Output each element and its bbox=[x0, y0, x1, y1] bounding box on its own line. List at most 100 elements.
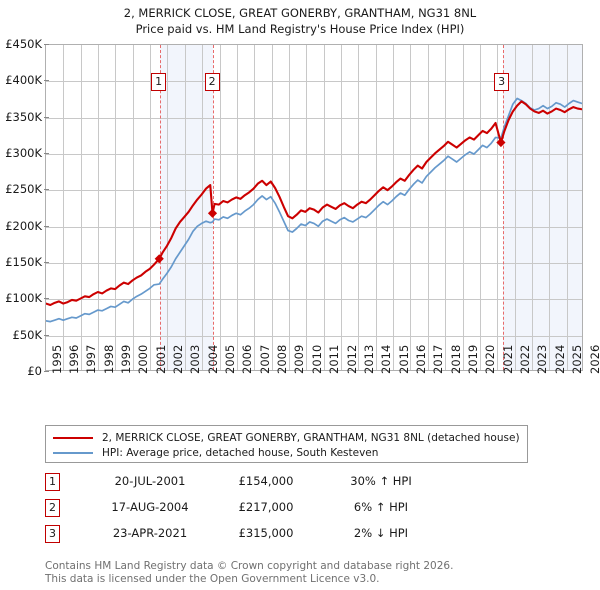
y-axis-tick-mark bbox=[44, 116, 49, 118]
table-row: 1 20-JUL-2001 £154,000 30% ↑ HPI bbox=[45, 472, 545, 498]
series-line-property bbox=[46, 100, 582, 307]
sales-history-table: 1 20-JUL-2001 £154,000 30% ↑ HPI 2 17-AU… bbox=[45, 472, 545, 550]
vgridline bbox=[445, 45, 447, 370]
legend-item-property: 2, MERRICK CLOSE, GREAT GONERBY, GRANTHA… bbox=[53, 430, 527, 445]
vgridline bbox=[341, 45, 343, 370]
x-axis-tick-label: 2024 bbox=[552, 344, 567, 374]
vgridline bbox=[150, 45, 152, 370]
event-marker-3: 3 bbox=[494, 73, 510, 91]
x-axis-tick-label: 2006 bbox=[240, 344, 255, 374]
sale-hpi-delta: 30% ↑ HPI bbox=[350, 474, 412, 488]
vgridline bbox=[271, 45, 273, 370]
y-axis-tick-label: £150K bbox=[0, 255, 49, 269]
vgridline bbox=[236, 45, 238, 370]
x-axis-tick-label: 2023 bbox=[535, 344, 550, 374]
y-axis-tick-label: £100K bbox=[0, 291, 49, 305]
x-axis-tick-label: 2011 bbox=[327, 344, 342, 374]
footer-copyright: Contains HM Land Registry data © Crown c… bbox=[45, 560, 454, 572]
x-axis-tick-label: 2002 bbox=[170, 344, 185, 374]
legend-item-hpi: HPI: Average price, detached house, Sout… bbox=[53, 445, 527, 460]
sale-point-2 bbox=[207, 208, 218, 218]
vgridline bbox=[462, 45, 464, 370]
vgridline bbox=[410, 45, 412, 370]
y-axis-tick-mark bbox=[44, 298, 49, 300]
legend-label-property: 2, MERRICK CLOSE, GREAT GONERBY, GRANTHA… bbox=[102, 431, 520, 444]
hgridline bbox=[46, 81, 582, 83]
x-axis-tick-label: 2009 bbox=[292, 344, 307, 374]
vgridline bbox=[514, 45, 516, 370]
sale-hpi-delta: 6% ↑ HPI bbox=[353, 500, 409, 514]
x-axis-tick-label: 1998 bbox=[101, 344, 116, 374]
sale-index-badge: 2 bbox=[45, 499, 60, 517]
sale-date: 17-AUG-2004 bbox=[111, 500, 189, 514]
hgridline bbox=[46, 299, 582, 301]
vgridline bbox=[254, 45, 256, 370]
x-axis-tick-label: 2017 bbox=[431, 344, 446, 374]
y-axis-tick-mark bbox=[44, 371, 49, 372]
vgridline bbox=[98, 45, 100, 370]
attribution-footer: Contains HM Land Registry data © Crown c… bbox=[45, 560, 585, 586]
y-axis-tick-label: £300K bbox=[0, 146, 49, 160]
event-line-3 bbox=[502, 45, 504, 370]
x-axis-tick-label: 2005 bbox=[223, 344, 238, 374]
table-row: 3 23-APR-2021 £315,000 2% ↓ HPI bbox=[45, 524, 545, 550]
y-axis-tick-mark bbox=[44, 262, 49, 263]
x-axis-tick-label: 2016 bbox=[413, 344, 428, 374]
event-line-1 bbox=[159, 45, 161, 370]
x-axis-tick-label: 2007 bbox=[257, 344, 272, 374]
x-axis-tick-label: 1995 bbox=[49, 344, 64, 374]
vgridline bbox=[219, 45, 221, 370]
footer-licence: This data is licensed under the Open Gov… bbox=[45, 573, 380, 585]
sale-date: 20-JUL-2001 bbox=[114, 474, 186, 488]
x-axis-tick-label: 1997 bbox=[84, 344, 99, 374]
y-axis-tick-mark bbox=[44, 189, 49, 191]
y-axis-tick-label: £0 bbox=[0, 364, 49, 378]
hgridline bbox=[46, 154, 582, 155]
x-axis-tick-label: 2014 bbox=[379, 344, 394, 374]
x-axis-tick-label: 2008 bbox=[275, 344, 290, 374]
x-axis-tick-label: 2015 bbox=[396, 344, 411, 374]
x-axis-tick-label: 2000 bbox=[136, 344, 151, 374]
series-line-hpi bbox=[46, 97, 582, 323]
sale-point-3 bbox=[496, 137, 506, 148]
y-axis-tick-mark bbox=[44, 225, 49, 227]
vgridline bbox=[288, 45, 290, 370]
x-axis-tick-label: 2020 bbox=[483, 344, 498, 374]
legend-swatch-property bbox=[53, 436, 93, 439]
plot-inner bbox=[46, 45, 582, 370]
x-axis-tick-label: 2025 bbox=[570, 344, 585, 374]
hgridline bbox=[46, 190, 582, 192]
vgridline bbox=[132, 45, 134, 370]
sale-index-badge: 1 bbox=[45, 473, 60, 491]
y-axis-tick-label: £200K bbox=[0, 219, 49, 233]
vgridline bbox=[202, 45, 204, 370]
series-lines bbox=[46, 97, 582, 323]
event-marker-1: 1 bbox=[151, 73, 167, 91]
shaded-band-1 bbox=[159, 45, 214, 370]
x-axis-tick-label: 2018 bbox=[448, 344, 463, 374]
x-axis-tick-label: 2019 bbox=[466, 344, 481, 374]
vgridline bbox=[549, 45, 551, 370]
x-axis-tick-label: 2022 bbox=[518, 344, 533, 374]
vgridline bbox=[497, 45, 499, 370]
y-axis-tick-label: £350K bbox=[0, 110, 49, 124]
hgridline bbox=[46, 226, 582, 228]
sale-date: 23-APR-2021 bbox=[112, 526, 188, 540]
x-axis-tick-label: 1999 bbox=[118, 344, 133, 374]
y-axis-tick-label: £450K bbox=[0, 37, 49, 51]
page-subtitle: Price paid vs. HM Land Registry's House … bbox=[135, 22, 465, 36]
legend-label-hpi: HPI: Average price, detached house, Sout… bbox=[102, 446, 379, 459]
vgridline bbox=[393, 45, 395, 370]
y-axis-tick-mark bbox=[44, 153, 49, 154]
vgridline bbox=[479, 45, 481, 370]
vgridline bbox=[531, 45, 533, 370]
x-axis-tick-label: 2001 bbox=[153, 344, 168, 374]
sale-index-badge: 3 bbox=[45, 525, 60, 543]
x-axis-tick-label: 2004 bbox=[205, 344, 220, 374]
vgridline bbox=[358, 45, 360, 370]
hgridline bbox=[46, 335, 582, 337]
x-axis-tick-label: 2026 bbox=[587, 344, 600, 374]
y-axis-tick-label: £400K bbox=[0, 73, 49, 87]
sale-price: £315,000 bbox=[238, 526, 294, 540]
vgridline bbox=[80, 45, 82, 370]
